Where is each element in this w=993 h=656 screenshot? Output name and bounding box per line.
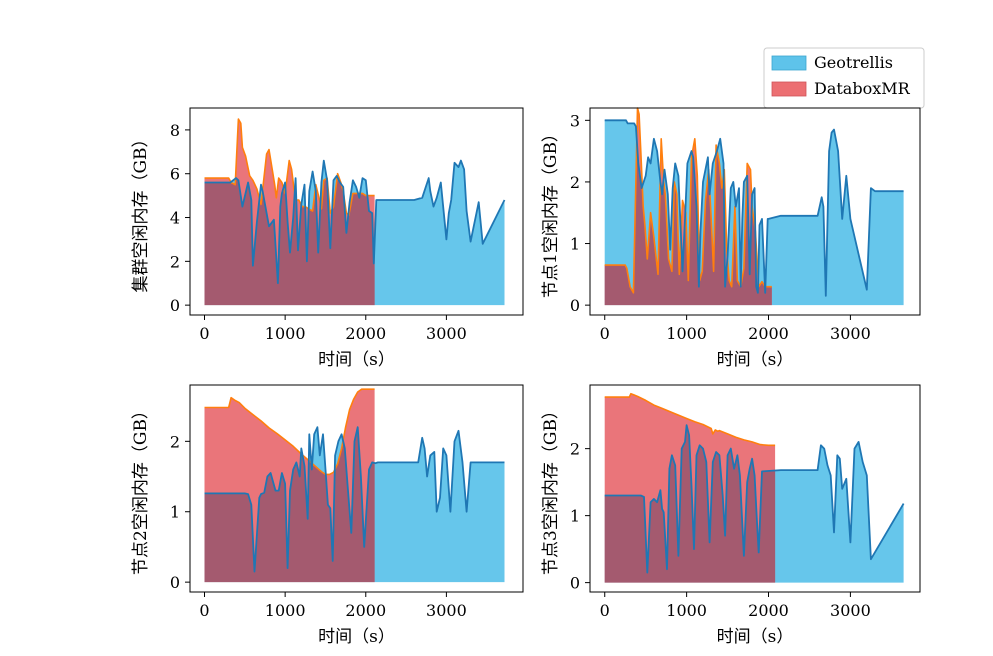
y-axis-title: 节点3空闲内存（GB） <box>541 402 561 575</box>
y-tick-label: 3 <box>570 111 580 130</box>
y-tick-label: 8 <box>170 121 180 140</box>
geotrellis-line <box>204 426 505 573</box>
y-tick-label: 0 <box>170 296 180 315</box>
plot-frame <box>189 384 524 593</box>
geotrellis-line <box>604 424 905 574</box>
plot-frame <box>189 107 524 316</box>
databoxmr-line <box>604 107 772 294</box>
x-axis-title: 时间（s） <box>717 627 794 647</box>
x-tick-label: 0 <box>600 601 610 620</box>
plot-frame <box>589 384 921 593</box>
y-tick-label: 2 <box>570 440 580 459</box>
legend-label-geotrellis: Geotrellis <box>814 53 893 72</box>
databoxmr-line <box>204 388 375 476</box>
y-tick-label: 4 <box>170 209 180 228</box>
legend-swatch-geotrellis <box>771 55 807 71</box>
panel-2: 0 1000 2000 3000 0 1 2 3 时间（s） 节点1空闲内存（GB） <box>541 107 921 370</box>
databoxmr-line <box>604 392 776 447</box>
y-axis-title: 节点1空闲内存（GB） <box>541 125 561 298</box>
y-tick-label: 1 <box>570 235 580 254</box>
x-axis-title: 时间（s） <box>717 350 794 370</box>
x-tick-label: 0 <box>600 324 610 343</box>
geotrellis-line <box>204 159 506 285</box>
x-tick-label: 0 <box>199 324 209 343</box>
y-tick-label: 6 <box>170 165 180 184</box>
overlap-area <box>204 427 375 583</box>
y-tick-label: 2 <box>170 432 180 451</box>
x-tick-label: 3000 <box>426 601 467 620</box>
x-axis-title: 时间（s） <box>318 627 395 647</box>
plot-frame <box>589 107 921 316</box>
y-tick-label: 0 <box>570 574 580 593</box>
x-axis-title: 时间（s） <box>318 350 395 370</box>
panel-1: 0 1000 2000 3000 0 2 4 6 8 时间（s） 集群空闲内存（GB） <box>131 107 524 370</box>
x-tick-label: 1000 <box>265 324 306 343</box>
panel-4: 0 1000 2000 3000 0 1 2 时间（s） 节点3空闲内存（GB） <box>541 384 921 647</box>
y-tick-label: 1 <box>170 503 180 522</box>
x-tick-label: 2000 <box>748 324 789 343</box>
geotrellis-line <box>604 119 904 297</box>
y-axis-title: 节点2空闲内存（GB） <box>131 402 151 575</box>
x-tick-label: 2000 <box>345 601 386 620</box>
x-tick-label: 1000 <box>666 324 707 343</box>
x-tick-label: 2000 <box>345 324 386 343</box>
x-tick-label: 2000 <box>748 601 789 620</box>
x-tick-label: 1000 <box>265 601 306 620</box>
y-tick-label: 2 <box>570 173 580 192</box>
x-tick-label: 3000 <box>830 601 871 620</box>
legend: Geotrellis DataboxMR <box>763 47 925 109</box>
x-tick-label: 0 <box>199 601 209 620</box>
y-tick-label: 0 <box>170 573 180 592</box>
y-axis-title: 集群空闲内存（GB） <box>131 130 151 292</box>
y-tick-label: 1 <box>570 507 580 526</box>
x-tick-label: 3000 <box>830 324 871 343</box>
y-tick-label: 2 <box>170 252 180 271</box>
y-tick-label: 0 <box>570 296 580 315</box>
legend-label-databoxmr: DataboxMR <box>814 79 911 98</box>
databoxmr-line <box>204 118 375 217</box>
overlap-area <box>204 160 375 306</box>
legend-swatch-databoxmr <box>771 81 807 97</box>
x-tick-label: 1000 <box>666 601 707 620</box>
panel-3: 0 1000 2000 3000 0 1 2 时间（s） 节点2空闲内存（GB） <box>131 384 524 647</box>
x-tick-label: 3000 <box>426 324 467 343</box>
